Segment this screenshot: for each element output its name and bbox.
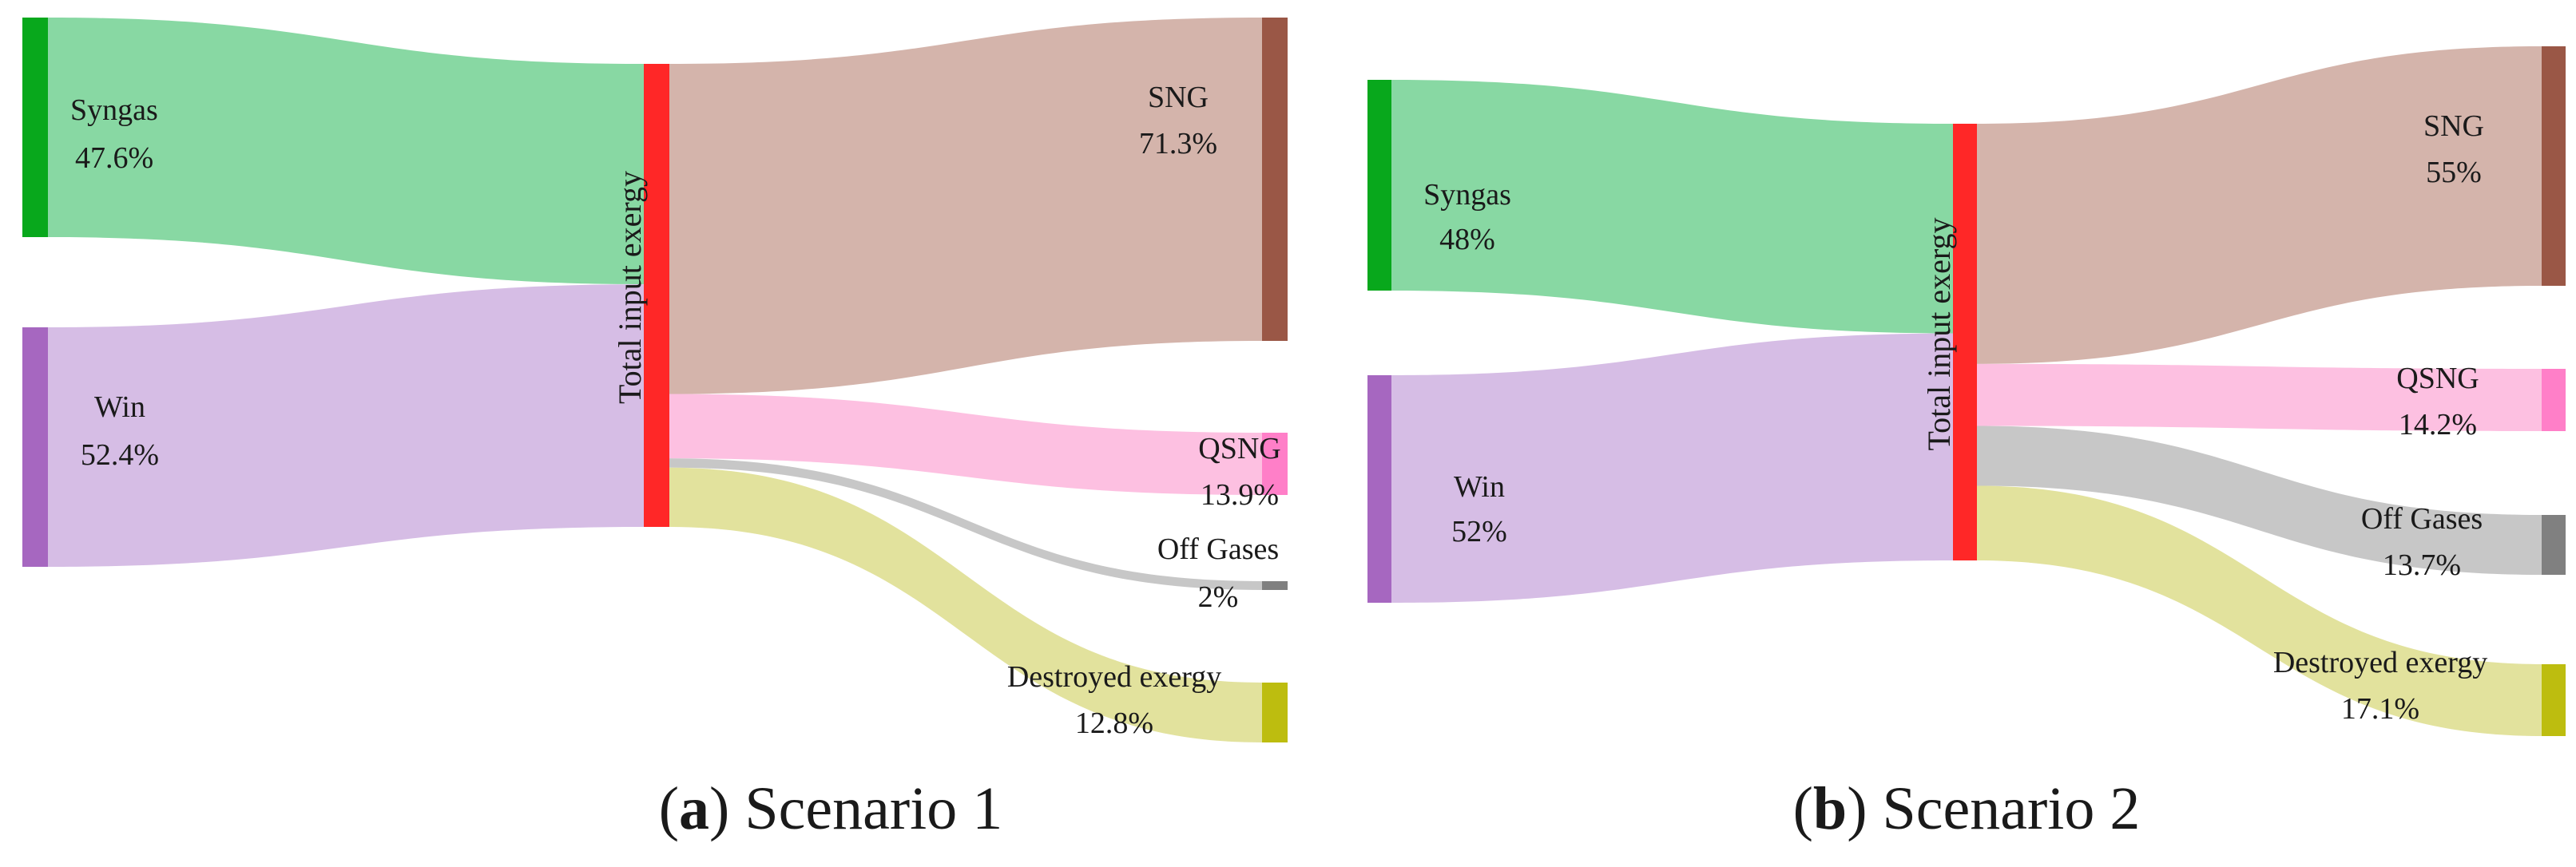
caption-letter: b bbox=[1813, 775, 1847, 842]
node-value-sng: 55% bbox=[2426, 156, 2482, 189]
node-value-off-gases: 2% bbox=[1198, 580, 1239, 614]
node-bar-destroyed-exergy bbox=[1262, 683, 1288, 742]
caption-title: Scenario 2 bbox=[1883, 775, 2141, 842]
node-bar-sng bbox=[2542, 46, 2566, 286]
node-label-sng: SNG bbox=[2423, 109, 2484, 143]
flow-center-to-destroyed-exergy bbox=[669, 467, 1262, 742]
flow-center-to-sng bbox=[669, 18, 1262, 394]
caption-scenario-2: (b) Scenario 2 bbox=[1793, 775, 2141, 842]
node-label-sng: SNG bbox=[1148, 81, 1209, 114]
node-label-total-input-exergy: Total input exergy bbox=[1921, 218, 1957, 451]
node-bar-syngas bbox=[1367, 80, 1391, 291]
node-label-syngas: Syngas bbox=[70, 93, 158, 127]
node-value-win: 52% bbox=[1451, 515, 1507, 548]
sankey-scenario-1: Syngas 47.6% Win 52.4% SNG 71.3% QSNG 13.9% Off … bbox=[22, 18, 1288, 842]
node-bar-qsng bbox=[1262, 433, 1288, 495]
node-label-off-gases: Off Gases bbox=[2361, 502, 2483, 536]
flow-center-to-destroyed-exergy bbox=[1977, 485, 2542, 736]
node-label-win: Win bbox=[94, 390, 145, 424]
node-label-qsng: QSNG bbox=[2396, 362, 2479, 395]
node-label-off-gases: Off Gases bbox=[1157, 532, 1279, 566]
node-label-win: Win bbox=[1454, 470, 1505, 504]
caption-scenario-1: (a) Scenario 1 bbox=[659, 775, 1003, 842]
node-bar-destroyed-exergy bbox=[2542, 664, 2566, 736]
node-value-destroyed-exergy: 12.8% bbox=[1075, 707, 1153, 740]
node-label-total-input-exergy: Total input exergy bbox=[612, 171, 648, 404]
flow-syngas-to-center bbox=[1391, 80, 1953, 334]
node-value-qsng: 13.9% bbox=[1201, 478, 1279, 512]
flow-center-to-off-gases bbox=[669, 458, 1262, 590]
flow-syngas-to-center bbox=[48, 18, 644, 285]
node-bar-total-input-exergy bbox=[1953, 124, 1977, 560]
caption-letter: a bbox=[679, 775, 709, 842]
node-value-syngas: 47.6% bbox=[75, 141, 153, 175]
flow-center-to-qsng bbox=[669, 394, 1262, 495]
flow-center-to-sng bbox=[1977, 46, 2542, 364]
sankey-scenario-2: Syngas 48% Win 52% SNG 55% QSNG 14.2% Off Gases 1… bbox=[1367, 46, 2566, 842]
node-label-destroyed-exergy: Destroyed exergy bbox=[1007, 660, 1221, 694]
flow-win-to-center bbox=[1391, 333, 1953, 603]
node-bar-sng bbox=[1262, 18, 1288, 341]
caption-title: Scenario 1 bbox=[744, 775, 1002, 842]
flow-center-to-qsng bbox=[1977, 363, 2542, 431]
node-label-syngas: Syngas bbox=[1423, 178, 1511, 212]
node-bar-win bbox=[1367, 375, 1391, 603]
node-bar-qsng bbox=[2542, 369, 2566, 431]
node-bar-off-gases bbox=[1262, 581, 1288, 590]
node-label-qsng: QSNG bbox=[1198, 432, 1280, 465]
node-bar-win bbox=[22, 327, 48, 567]
node-value-win: 52.4% bbox=[81, 438, 159, 472]
flow-center-to-off-gases bbox=[1977, 426, 2542, 575]
node-value-destroyed-exergy: 17.1% bbox=[2341, 692, 2419, 726]
flow-win-to-center bbox=[48, 284, 644, 567]
node-value-syngas: 48% bbox=[1439, 223, 1495, 256]
node-value-sng: 71.3% bbox=[1139, 127, 1217, 160]
node-bar-total-input-exergy bbox=[644, 64, 669, 527]
node-bar-off-gases bbox=[2542, 515, 2566, 575]
node-value-off-gases: 13.7% bbox=[2383, 548, 2461, 582]
node-bar-syngas bbox=[22, 18, 48, 237]
node-label-destroyed-exergy: Destroyed exergy bbox=[2273, 646, 2487, 679]
node-value-qsng: 14.2% bbox=[2399, 408, 2477, 441]
